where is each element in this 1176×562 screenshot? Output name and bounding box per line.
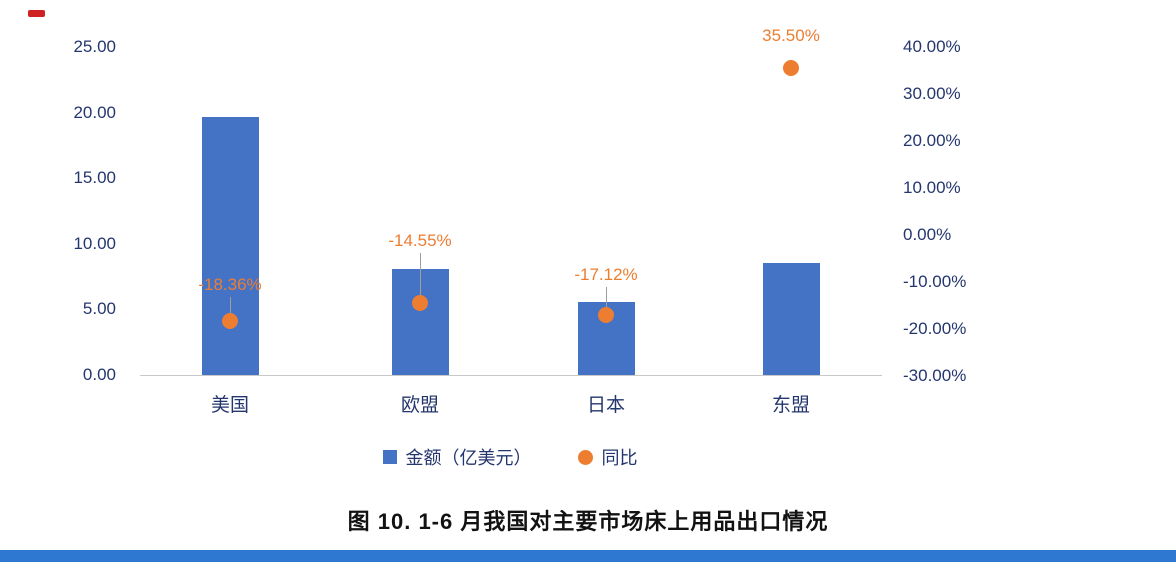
- bar-swatch-square-icon: [382, 450, 397, 464]
- legend: 金额（亿美元） 同比: [140, 444, 880, 470]
- left-axis-tick: 10.00: [73, 233, 116, 253]
- yoy-point: [412, 295, 428, 312]
- leader-line: [230, 297, 231, 322]
- amount-bar: [762, 263, 820, 375]
- legend-label-amount: 金额（亿美元）: [405, 448, 532, 468]
- yoy-data-label: -14.55%: [388, 231, 452, 251]
- right-axis-tick: -30.00%: [903, 366, 967, 385]
- bottom-blue-strip: [0, 550, 1176, 562]
- chart-title: 图 10. 1-6 月我国对主要市场床上用品出口情况: [347, 509, 829, 534]
- right-axis-tick: 40.00%: [903, 37, 961, 56]
- right-axis-tick: -20.00%: [903, 319, 967, 338]
- legend-label-yoy: 同比: [601, 448, 638, 468]
- yoy-data-label: -17.12%: [574, 265, 638, 285]
- yoy-point: [598, 307, 614, 324]
- category-label: 美国: [210, 395, 249, 416]
- yoy-data-label: 35.50%: [762, 26, 820, 46]
- category-label: 日本: [586, 395, 625, 416]
- left-axis-tick: 20.00: [73, 102, 116, 122]
- left-axis-tick: 25.00: [73, 37, 116, 56]
- right-axis-tick: -10.00%: [903, 272, 967, 291]
- category-label: 东盟: [771, 395, 810, 416]
- left-axis-tick: 15.00: [73, 168, 116, 188]
- amount-bar: [201, 116, 259, 375]
- x-axis-line: [140, 375, 882, 376]
- right-axis-tick: 20.00%: [903, 131, 961, 150]
- right-axis-tick: 10.00%: [903, 178, 961, 197]
- yoy-point: [222, 313, 238, 330]
- left-axis-tick: 5.00: [82, 299, 116, 319]
- legend-item-yoy: 同比: [577, 444, 638, 470]
- legend-item-amount: 金额（亿美元）: [382, 444, 532, 470]
- point-swatch-circle-icon: [577, 449, 593, 465]
- left-axis-tick: 0.00: [82, 365, 116, 384]
- leader-line: [420, 253, 421, 304]
- right-axis-tick: 30.00%: [903, 84, 961, 103]
- leader-line: [606, 287, 607, 316]
- right-axis-tick: 0.00%: [903, 225, 952, 244]
- yoy-data-label: -18.36%: [198, 275, 262, 295]
- red-corner-mark: [28, 10, 45, 17]
- yoy-point: [783, 60, 799, 77]
- category-label: 欧盟: [400, 395, 439, 416]
